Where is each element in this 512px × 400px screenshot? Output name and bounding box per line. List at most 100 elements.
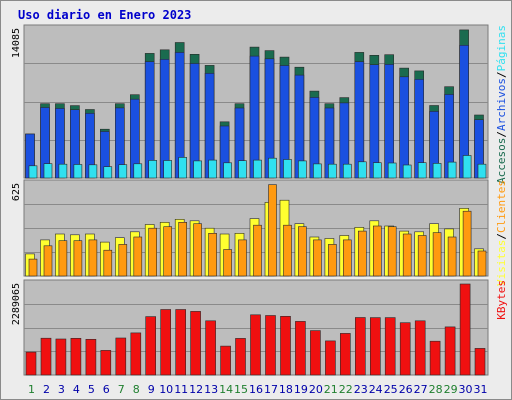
bar-kbytes — [40, 337, 52, 376]
bar-paginas — [208, 159, 217, 179]
bar-paginas — [223, 162, 232, 179]
bar-paginas — [193, 160, 202, 179]
bar-kbytes — [280, 315, 291, 376]
x-tick-label: 1 — [28, 383, 35, 396]
bar-kbytes — [369, 317, 381, 376]
bar-clientes — [208, 233, 217, 277]
bar-archivos — [384, 64, 395, 179]
bar-clientes — [432, 232, 442, 277]
bar-archivos — [354, 61, 365, 179]
bar-paginas — [253, 159, 262, 179]
bar-paginas — [133, 163, 143, 179]
x-tick-label: 8 — [133, 383, 140, 396]
bar-paginas — [58, 163, 68, 179]
legend-entry: KBytes — [495, 280, 508, 320]
bar-archivos — [369, 64, 380, 179]
legend-entry: Clientes — [495, 180, 508, 233]
x-tick-label: 13 — [204, 383, 218, 396]
bar-paginas — [178, 157, 187, 179]
bar-clientes — [313, 239, 322, 277]
bar-kbytes — [474, 348, 486, 376]
legend-entry: Visitas — [495, 240, 508, 286]
bar-paginas — [402, 164, 412, 179]
x-tick-label: 10 — [159, 383, 173, 396]
bar-paginas — [43, 163, 53, 179]
bar-clientes — [223, 249, 232, 277]
x-tick-label: 24 — [369, 383, 383, 396]
bar-kbytes — [354, 317, 366, 376]
legend-entry: Archivos — [495, 78, 508, 131]
bar-paginas — [268, 157, 277, 179]
bar-paginas — [357, 161, 367, 179]
bar-paginas — [432, 163, 442, 179]
bar-clientes — [133, 236, 143, 277]
bar-kbytes — [100, 350, 112, 376]
x-tick-label: 7 — [118, 383, 125, 396]
bar-paginas — [148, 160, 157, 179]
bar-paginas — [238, 160, 247, 179]
bar-kbytes — [205, 320, 216, 376]
bar-kbytes — [175, 309, 186, 376]
bar-kbytes — [55, 338, 67, 376]
x-tick-label: 25 — [384, 383, 398, 396]
bar-paginas — [462, 155, 472, 179]
x-tick-label: 23 — [354, 383, 368, 396]
bar-paginas — [298, 160, 307, 179]
x-tick-label: 9 — [148, 383, 155, 396]
legend-entry: Accesos — [495, 138, 508, 184]
x-tick-label: 5 — [88, 383, 95, 396]
bar-kbytes — [384, 317, 396, 376]
y-max-label-top: 14085 — [11, 28, 22, 58]
x-tick-label: 29 — [444, 383, 458, 396]
bar-kbytes — [25, 351, 37, 376]
bar-paginas — [417, 162, 427, 179]
bar-archivos — [399, 76, 410, 179]
bar-clientes — [417, 235, 427, 277]
bar-clientes — [342, 239, 352, 277]
legend-separator: / — [495, 71, 508, 78]
bar-paginas — [313, 163, 322, 179]
bar-clientes — [447, 236, 457, 277]
bar-kbytes — [429, 340, 441, 376]
bar-kbytes — [265, 315, 276, 376]
x-tick-label: 18 — [279, 383, 293, 396]
bar-clientes — [283, 224, 292, 277]
bar-kbytes — [115, 337, 127, 376]
bar-clientes — [328, 244, 337, 277]
x-tick-label: 17 — [264, 383, 278, 396]
bar-clientes — [163, 226, 172, 277]
bar-kbytes — [444, 326, 456, 376]
bar-kbytes — [235, 338, 246, 376]
bar-kbytes — [85, 338, 97, 376]
x-tick-label: 4 — [73, 383, 80, 396]
bar-archivos — [159, 58, 170, 179]
x-tick-label: 30 — [459, 383, 473, 396]
x-tick-label: 3 — [58, 383, 65, 396]
x-tick-label: 22 — [339, 383, 353, 396]
x-tick-label: 16 — [249, 383, 263, 396]
bar-clientes — [402, 233, 412, 277]
bar-clientes — [268, 184, 277, 277]
bar-clientes — [298, 226, 307, 277]
x-tick-label: 20 — [309, 383, 323, 396]
bar-clientes — [43, 245, 53, 277]
bar-paginas — [28, 165, 38, 179]
bar-paginas — [372, 162, 382, 179]
legend-middle: Visitas/Clientes — [495, 180, 508, 286]
chart-title: Uso diario en Enero 2023 — [18, 8, 192, 22]
x-tick-label: 28 — [429, 383, 443, 396]
bar-paginas — [328, 163, 337, 179]
bar-clientes — [238, 239, 247, 277]
bar-kbytes — [145, 316, 156, 376]
bar-clientes — [357, 230, 367, 277]
bar-paginas — [387, 162, 397, 179]
bar-paginas — [118, 164, 128, 179]
bar-kbytes — [339, 333, 351, 376]
bar-paginas — [477, 163, 487, 179]
bar-clientes — [118, 244, 128, 277]
bar-kbytes — [459, 283, 471, 376]
bar-clientes — [193, 223, 202, 277]
x-tick-label: 2 — [43, 383, 50, 396]
y-max-label-bottom: 2289065 — [11, 283, 22, 325]
